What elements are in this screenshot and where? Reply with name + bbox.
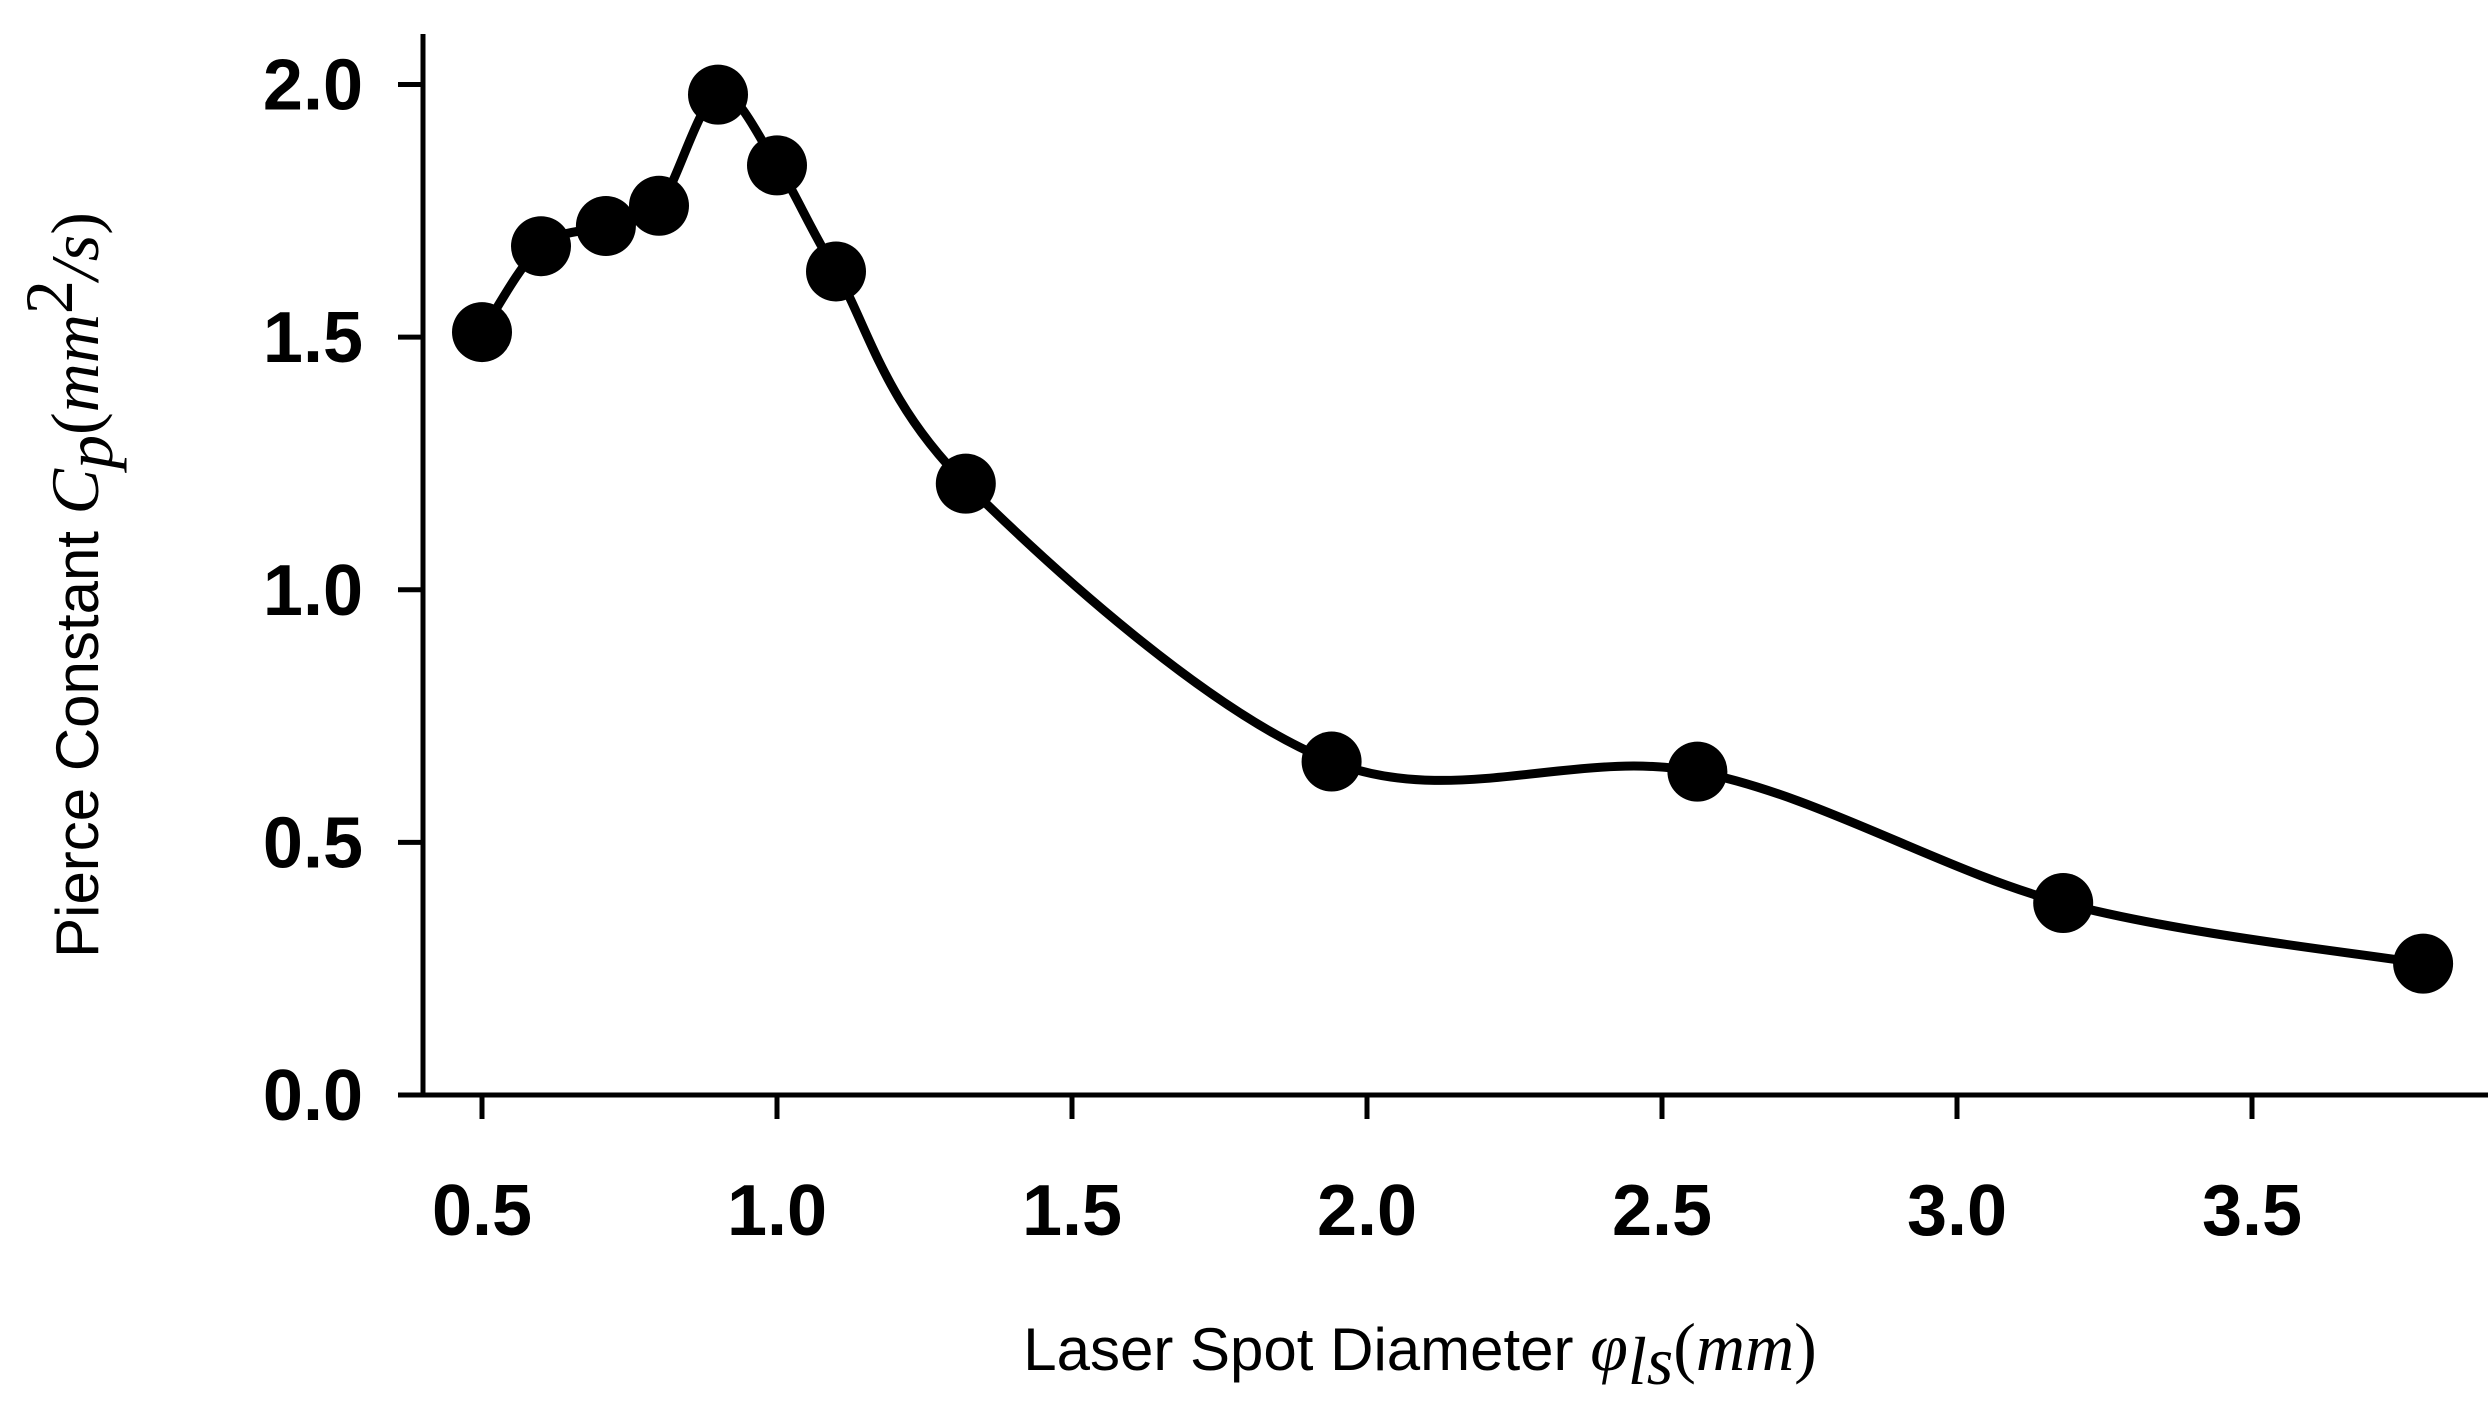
y-tick-label: 0.0 [263, 1056, 363, 1136]
y-tick-label: 1.5 [263, 298, 363, 378]
data-point [688, 64, 748, 125]
y-axis-label: Pierce Constant Cp(mm2/s) [11, 212, 127, 958]
y-axis-unit-superscript: 2 [11, 280, 87, 314]
data-markers [452, 64, 2454, 994]
x-tick-label: 0.5 [432, 1171, 532, 1251]
x-axis-unit: mm [1696, 1309, 1794, 1385]
x-axis-label-gap [1574, 1316, 1591, 1383]
y-axis-unit: mm [37, 314, 113, 412]
x-tick-label: 2.0 [1317, 1171, 1417, 1251]
x-tick-label: 3.5 [2202, 1171, 2302, 1251]
data-point [2033, 873, 2094, 934]
x-ticks: 0.5 1.0 1.5 2.0 2.5 3.0 3.5 [432, 1095, 2302, 1251]
y-tick-label: 0.5 [263, 803, 363, 883]
data-point [575, 195, 636, 256]
axes [398, 34, 2488, 1098]
y-axis-label-gap [44, 514, 111, 531]
y-axis-unit-rest: /s [37, 235, 113, 284]
x-tick-label: 1.0 [727, 1171, 827, 1251]
y-ticks: 0.0 0.5 1.0 1.5 2.0 [263, 46, 423, 1136]
x-axis-symbol: φ [1590, 1309, 1628, 1385]
y-axis-close-paren: ) [37, 212, 113, 235]
x-axis-label: Laser Spot Diameter φls(mm) [1023, 1309, 1816, 1399]
y-axis-symbol-subscript: p [51, 435, 127, 473]
data-point [747, 135, 807, 196]
x-axis-symbol-subscript: ls [1628, 1323, 1673, 1399]
data-point [806, 241, 866, 302]
y-axis-label-text: Pierce Constant [44, 531, 111, 958]
x-tick-label: 2.5 [1612, 1171, 1712, 1251]
data-point [935, 453, 996, 514]
data-point [511, 216, 571, 277]
x-axis-label-text: Laser Spot Diameter [1023, 1316, 1573, 1383]
x-axis-close-paren: ) [1794, 1309, 1817, 1385]
x-tick-label: 3.0 [1907, 1171, 2007, 1251]
data-point [1667, 741, 1728, 802]
data-point [1301, 731, 1362, 792]
x-tick-label: 1.5 [1022, 1171, 1122, 1251]
series-line [477, 89, 2428, 969]
x-axis-open-paren: ( [1673, 1309, 1696, 1385]
y-tick-label: 2.0 [263, 46, 363, 126]
data-point [452, 302, 512, 363]
data-point [2393, 933, 2454, 994]
y-axis-symbol: C [37, 468, 113, 514]
y-axis-open-paren: ( [37, 412, 113, 435]
data-point [629, 175, 689, 236]
y-tick-label: 1.0 [263, 551, 363, 631]
